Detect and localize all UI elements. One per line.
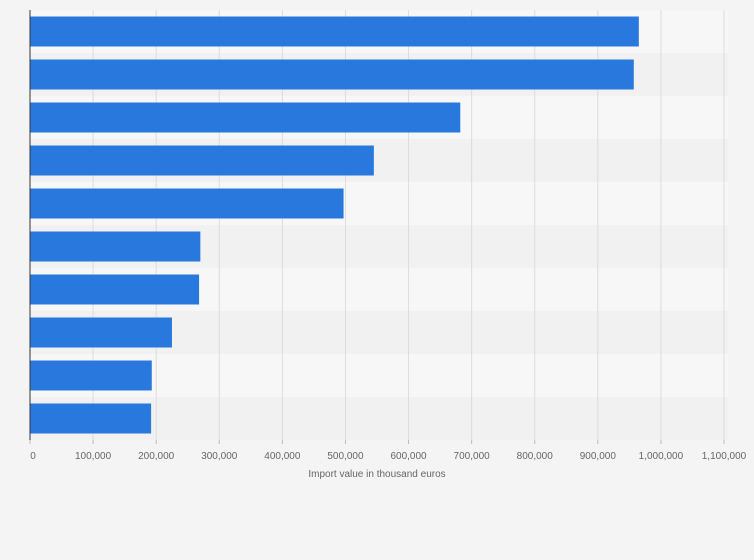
x-tick-label: 700,000 (454, 451, 491, 462)
bar[interactable] (30, 188, 344, 219)
x-tick-label: 600,000 (390, 451, 427, 462)
x-tick-label: 500,000 (327, 451, 364, 462)
x-axis-ticks: 0 100,000 200,000 300,000 400,000 500,000 600,… (29, 440, 747, 462)
x-axis-title: Import value in thousand euros (308, 469, 445, 480)
bar[interactable] (30, 102, 461, 133)
x-tick-label: 900,000 (580, 451, 617, 462)
x-tick-label: 400,000 (264, 451, 301, 462)
x-tick-label: 1,100,000 (702, 451, 747, 462)
bar[interactable] (30, 145, 374, 176)
bar[interactable] (30, 317, 172, 348)
x-tick-label: 200,000 (138, 451, 175, 462)
x-tick-label: 100,000 (75, 451, 112, 462)
bar[interactable] (30, 16, 639, 47)
x-tick-label: 300,000 (201, 451, 238, 462)
bar[interactable] (30, 403, 152, 434)
bar[interactable] (30, 360, 152, 391)
bar[interactable] (30, 231, 201, 262)
bar[interactable] (30, 274, 200, 305)
bars (30, 16, 639, 434)
x-tick-label: 800,000 (517, 451, 554, 462)
x-tick-label: 0 (30, 451, 36, 462)
bar[interactable] (30, 59, 634, 90)
x-tick-label: 1,000,000 (639, 451, 684, 462)
